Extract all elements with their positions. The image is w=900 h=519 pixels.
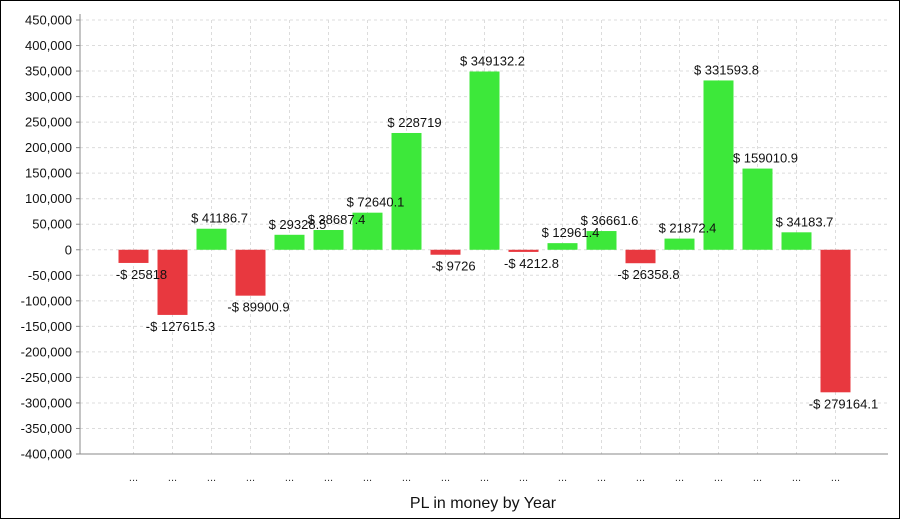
y-tick-label: -250,000 xyxy=(21,370,72,385)
bar[interactable] xyxy=(703,80,734,250)
y-tick-label: -100,000 xyxy=(21,293,72,308)
bar[interactable] xyxy=(586,231,617,250)
y-tick-label: 400,000 xyxy=(25,38,72,53)
x-tick-label: ... xyxy=(792,472,801,484)
x-tick-label: ... xyxy=(831,472,840,484)
data-label: $ 21872.4 xyxy=(659,221,717,236)
bar[interactable] xyxy=(469,71,500,250)
bar[interactable] xyxy=(196,228,227,250)
bar[interactable] xyxy=(274,234,305,250)
y-tick-label: 50,000 xyxy=(32,217,72,232)
bar[interactable] xyxy=(547,243,578,250)
y-tick-label: 250,000 xyxy=(25,115,72,130)
data-label: $ 38687.4 xyxy=(308,212,366,227)
data-label: -$ 9726 xyxy=(431,259,475,274)
bar[interactable] xyxy=(742,168,773,250)
y-tick-label: -400,000 xyxy=(21,447,72,462)
y-tick-label: 100,000 xyxy=(25,191,72,206)
y-tick-label: -50,000 xyxy=(28,268,72,283)
x-tick-label: ... xyxy=(597,472,606,484)
x-axis-label: PL in money by Year xyxy=(410,495,557,512)
bar[interactable] xyxy=(235,249,266,296)
x-tick-label: ... xyxy=(402,472,411,484)
x-tick-label: ... xyxy=(363,472,372,484)
x-tick-label: ... xyxy=(441,472,450,484)
x-tick-label: ... xyxy=(129,472,138,484)
data-label: $ 41186.7 xyxy=(191,211,248,226)
data-labels: -$ 25818 -$ 127615.3 $ 41186.7 -$ 89900.9 $ … xyxy=(116,54,878,412)
x-tick-label: ... xyxy=(519,472,528,484)
data-label: -$ 25818 xyxy=(116,267,167,282)
y-tick-label: -150,000 xyxy=(21,319,72,334)
data-label: -$ 279164.1 xyxy=(809,396,878,411)
y-tick-label: -200,000 xyxy=(21,344,72,359)
bar[interactable] xyxy=(508,249,539,252)
data-label: -$ 127615.3 xyxy=(146,319,215,334)
x-tick-label: ... xyxy=(714,472,723,484)
bar[interactable] xyxy=(664,238,695,250)
data-label: $ 159010.9 xyxy=(733,151,798,166)
x-tick-label: ... xyxy=(207,472,216,484)
x-tick-label: ... xyxy=(168,472,177,484)
data-label: $ 228719 xyxy=(387,115,441,130)
data-label: -$ 26358.8 xyxy=(617,267,679,282)
bar[interactable] xyxy=(781,232,812,250)
x-tick-label: ... xyxy=(753,472,762,484)
y-axis: 450,000 400,000 350,000 300,000 250,000 200,0… xyxy=(21,13,888,462)
data-label: -$ 89900.9 xyxy=(227,300,289,315)
x-tick-label: ... xyxy=(246,472,255,484)
y-tick-label: 300,000 xyxy=(25,89,72,104)
data-label: $ 36661.6 xyxy=(581,213,639,228)
x-tick-label: ... xyxy=(324,472,333,484)
bar[interactable] xyxy=(391,132,422,250)
bar[interactable] xyxy=(430,249,461,255)
y-tick-label: -300,000 xyxy=(21,395,72,410)
data-label: $ 29328.5 xyxy=(269,217,327,232)
data-label: $ 72640.1 xyxy=(347,195,405,210)
data-label: $ 331593.8 xyxy=(694,62,759,77)
data-label: $ 34183.7 xyxy=(776,214,834,229)
x-tick-label: ... xyxy=(675,472,684,484)
y-tick-label: 350,000 xyxy=(25,64,72,79)
y-tick-label: 200,000 xyxy=(25,140,72,155)
y-tick-label: 150,000 xyxy=(25,166,72,181)
data-label: $ 349132.2 xyxy=(460,54,525,69)
bars xyxy=(118,71,851,393)
x-tick-label: ... xyxy=(285,472,294,484)
x-tick-label: ... xyxy=(480,472,489,484)
y-tick-label: -350,000 xyxy=(21,421,72,436)
x-axis-tick-labels: ........................................… xyxy=(129,472,840,484)
data-label: -$ 4212.8 xyxy=(504,256,559,271)
x-tick-label: ... xyxy=(558,472,567,484)
bar[interactable] xyxy=(118,249,149,263)
bar[interactable] xyxy=(352,212,383,250)
y-tick-label: 450,000 xyxy=(25,13,72,28)
bar[interactable] xyxy=(157,249,188,315)
x-tick-label: ... xyxy=(636,472,645,484)
data-label: $ 12961.4 xyxy=(542,225,600,240)
bar[interactable] xyxy=(625,249,656,264)
bar[interactable] xyxy=(820,249,851,393)
bar[interactable] xyxy=(313,230,344,250)
y-tick-label: 0 xyxy=(65,242,72,257)
